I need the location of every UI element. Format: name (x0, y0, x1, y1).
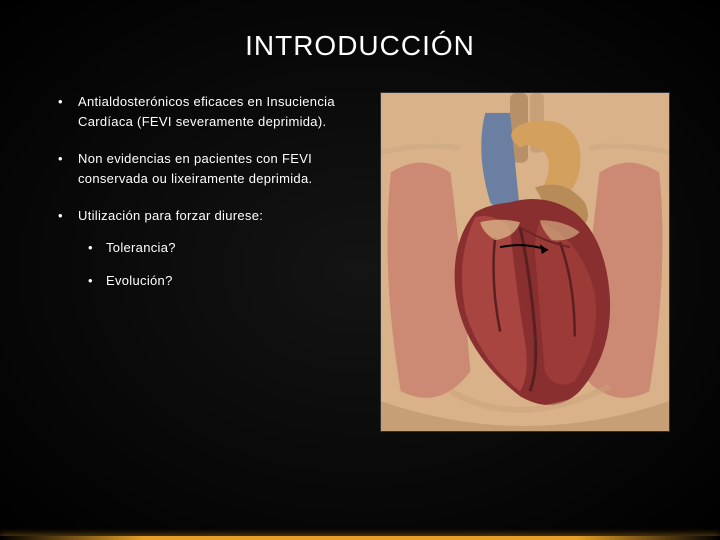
heart-illustration (380, 92, 670, 432)
list-item: Non evidencias en pacientes con FEVI con… (50, 149, 360, 188)
list-item: Tolerancia? (78, 238, 360, 258)
accent-bar (0, 536, 720, 540)
list-item: Utilización para forzar diurese: Toleran… (50, 206, 360, 291)
content-row: Antialdosterónicos eficaces en Insucienc… (50, 92, 670, 432)
bullet-list: Antialdosterónicos eficaces en Insucienc… (50, 92, 360, 291)
page-title: INTRODUCCIÓN (50, 30, 670, 62)
list-item: Evolución? (78, 271, 360, 291)
bullet-text: Antialdosterónicos eficaces en Insucienc… (78, 94, 335, 129)
bullet-text: Non evidencias en pacientes con FEVI con… (78, 151, 312, 186)
slide: INTRODUCCIÓN Antialdosterónicos eficaces… (0, 0, 720, 540)
bullet-text: Evolución? (106, 273, 173, 288)
bullet-text: Tolerancia? (106, 240, 176, 255)
image-column (380, 92, 670, 432)
list-item: Antialdosterónicos eficaces en Insucienc… (50, 92, 360, 131)
sub-bullet-list: Tolerancia? Evolución? (78, 238, 360, 291)
bullet-text: Utilización para forzar diurese: (78, 208, 263, 223)
text-column: Antialdosterónicos eficaces en Insucienc… (50, 92, 360, 432)
